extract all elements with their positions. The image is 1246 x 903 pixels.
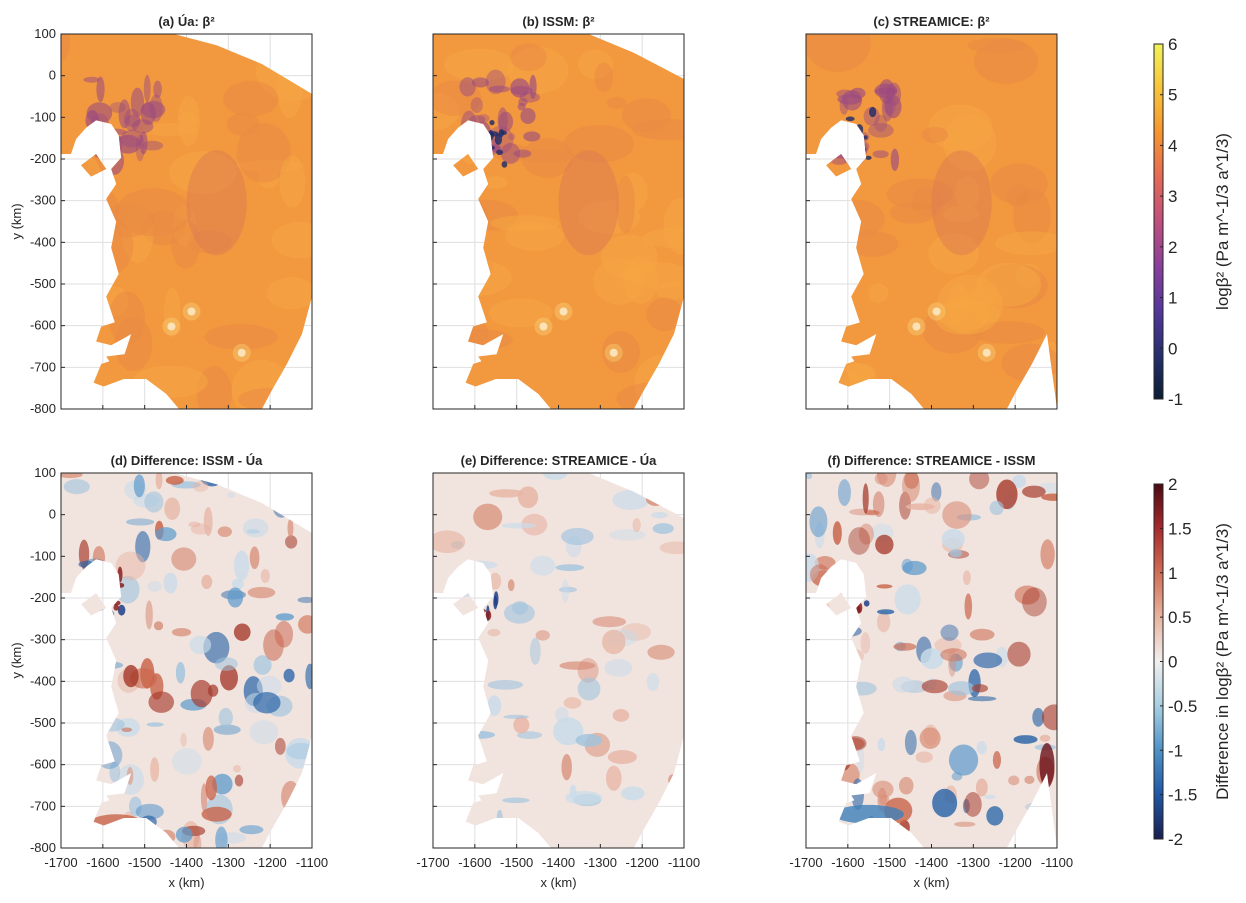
- colorbars-group: 6 5 4 3 2 1 0 -1 logβ² (Pa m^-1/3 a^1/3) 2 1.5 1 0.5…: [1153, 35, 1232, 849]
- y-tick-label: -800: [30, 401, 56, 416]
- panel-d: (d) Difference: ISSM - Úa 100 0 -100 -200 -30…: [9, 453, 328, 890]
- field-b: [433, 34, 684, 409]
- colorbar-tick-label: 6: [1168, 35, 1177, 54]
- colorbar-tick-label: 0: [1168, 653, 1177, 672]
- x-tick-label: -1100: [668, 855, 700, 870]
- x-tick-label: -1200: [626, 855, 659, 870]
- x-tick-label: -1300: [957, 855, 990, 870]
- x-tick-label: -1300: [584, 855, 617, 870]
- x-tick-label: -1100: [1041, 855, 1073, 870]
- y-axis-label: y (km): [9, 642, 24, 678]
- x-tick-label: -1600: [86, 855, 119, 870]
- colorbar-tick-label: 1: [1168, 564, 1177, 583]
- panel-a: (a) Úa: β² 100 0 -100 -200 -300 -400 -500 -600 -7…: [9, 14, 313, 416]
- field-c: [806, 34, 1057, 409]
- x-tick-label: -1700: [44, 855, 77, 870]
- panel-c: (c) STREAMICE: β²: [805, 14, 1058, 410]
- colorbar-tick-label: -1.5: [1168, 786, 1197, 805]
- x-axis-label: x (km): [540, 875, 576, 890]
- y-tick-label: -600: [30, 318, 56, 333]
- panel-title: (b) ISSM: β²: [522, 14, 595, 29]
- colorbar-tick-label: -1: [1168, 390, 1183, 409]
- colorbar-tick-label: 2: [1168, 475, 1177, 494]
- colorbar-difference: 2 1.5 1 0.5 0 -0.5 -1 -1.5 -2 Difference in logβ²…: [1153, 475, 1232, 849]
- y-tick-label: 100: [34, 26, 56, 41]
- y-tick-label: -800: [30, 840, 56, 855]
- x-tick-label: -1400: [170, 855, 203, 870]
- colorbar-log_beta: 6 5 4 3 2 1 0 -1 logβ² (Pa m^-1/3 a^1/3): [1153, 35, 1232, 409]
- y-tick-label: -200: [30, 590, 56, 605]
- y-tick-label: -700: [30, 359, 56, 374]
- colorbar-tick-label: 3: [1168, 187, 1177, 206]
- colorbar-tick-label: -2: [1168, 830, 1183, 849]
- x-tick-label: -1200: [999, 855, 1032, 870]
- x-tick-label: -1400: [915, 855, 948, 870]
- x-tick-label: -1500: [128, 855, 161, 870]
- colorbar-tick-label: 2: [1168, 238, 1177, 257]
- panel-title: (c) STREAMICE: β²: [873, 14, 990, 29]
- colorbar-tick-label: 4: [1168, 136, 1177, 155]
- colorbar-tick-label: 0.5: [1168, 608, 1192, 627]
- field-e: [433, 473, 684, 848]
- colorbar-gradient: [1153, 43, 1164, 400]
- y-tick-label: -200: [30, 151, 56, 166]
- y-tick-label: -300: [30, 632, 56, 647]
- x-tick-label: -1600: [458, 855, 491, 870]
- y-axis-label: y (km): [9, 203, 24, 239]
- field-a: [61, 34, 312, 409]
- y-tick-label: -500: [30, 276, 56, 291]
- panel-title: (a) Úa: β²: [158, 14, 215, 29]
- y-tick-label: -100: [30, 109, 56, 124]
- colorbar-tick-label: -0.5: [1168, 697, 1197, 716]
- colorbar-tick-label: 1: [1168, 289, 1177, 308]
- y-tick-label: -300: [30, 193, 56, 208]
- x-tick-label: -1200: [254, 855, 287, 870]
- panel-title: (e) Difference: STREAMICE - Úa: [461, 453, 658, 468]
- x-axis-label: x (km): [168, 875, 204, 890]
- colorbar-label: Difference in logβ² (Pa m^-1/3 a^1/3): [1213, 523, 1232, 800]
- panels-group: (a) Úa: β² 100 0 -100 -200 -300 -400 -500 -600 -7…: [9, 14, 1073, 890]
- field-f: [806, 473, 1057, 848]
- y-tick-label: 0: [49, 507, 56, 522]
- y-tick-label: -700: [30, 798, 56, 813]
- y-tick-label: -600: [30, 757, 56, 772]
- x-tick-label: -1700: [789, 855, 822, 870]
- y-tick-label: -100: [30, 548, 56, 563]
- panel-title: (d) Difference: ISSM - Úa: [111, 453, 263, 468]
- colorbar-tick-label: -1: [1168, 741, 1183, 760]
- colorbar-tick-label: 5: [1168, 86, 1177, 105]
- colorbar-tick-label: 0: [1168, 339, 1177, 358]
- field-d: [61, 473, 312, 848]
- panel-f: (f) Difference: STREAMICE - ISSM -1700 -16…: [789, 453, 1073, 890]
- y-tick-label: -400: [30, 234, 56, 249]
- panel-e: (e) Difference: STREAMICE - Úa -1700 -1600…: [416, 453, 700, 890]
- y-tick-label: 0: [49, 68, 56, 83]
- y-tick-label: -500: [30, 715, 56, 730]
- x-tick-label: -1600: [831, 855, 864, 870]
- x-tick-label: -1400: [542, 855, 575, 870]
- x-tick-label: -1300: [212, 855, 245, 870]
- x-axis-label: x (km): [913, 875, 949, 890]
- x-tick-label: -1500: [500, 855, 533, 870]
- x-tick-label: -1100: [296, 855, 328, 870]
- colorbar-tick-label: 1.5: [1168, 519, 1192, 538]
- x-tick-label: -1700: [416, 855, 449, 870]
- x-tick-label: -1500: [873, 855, 906, 870]
- panel-b: (b) ISSM: β²: [432, 14, 685, 410]
- y-tick-label: 100: [34, 465, 56, 480]
- y-tick-label: -400: [30, 673, 56, 688]
- panel-title: (f) Difference: STREAMICE - ISSM: [827, 453, 1035, 468]
- colorbar-label: logβ² (Pa m^-1/3 a^1/3): [1213, 133, 1232, 310]
